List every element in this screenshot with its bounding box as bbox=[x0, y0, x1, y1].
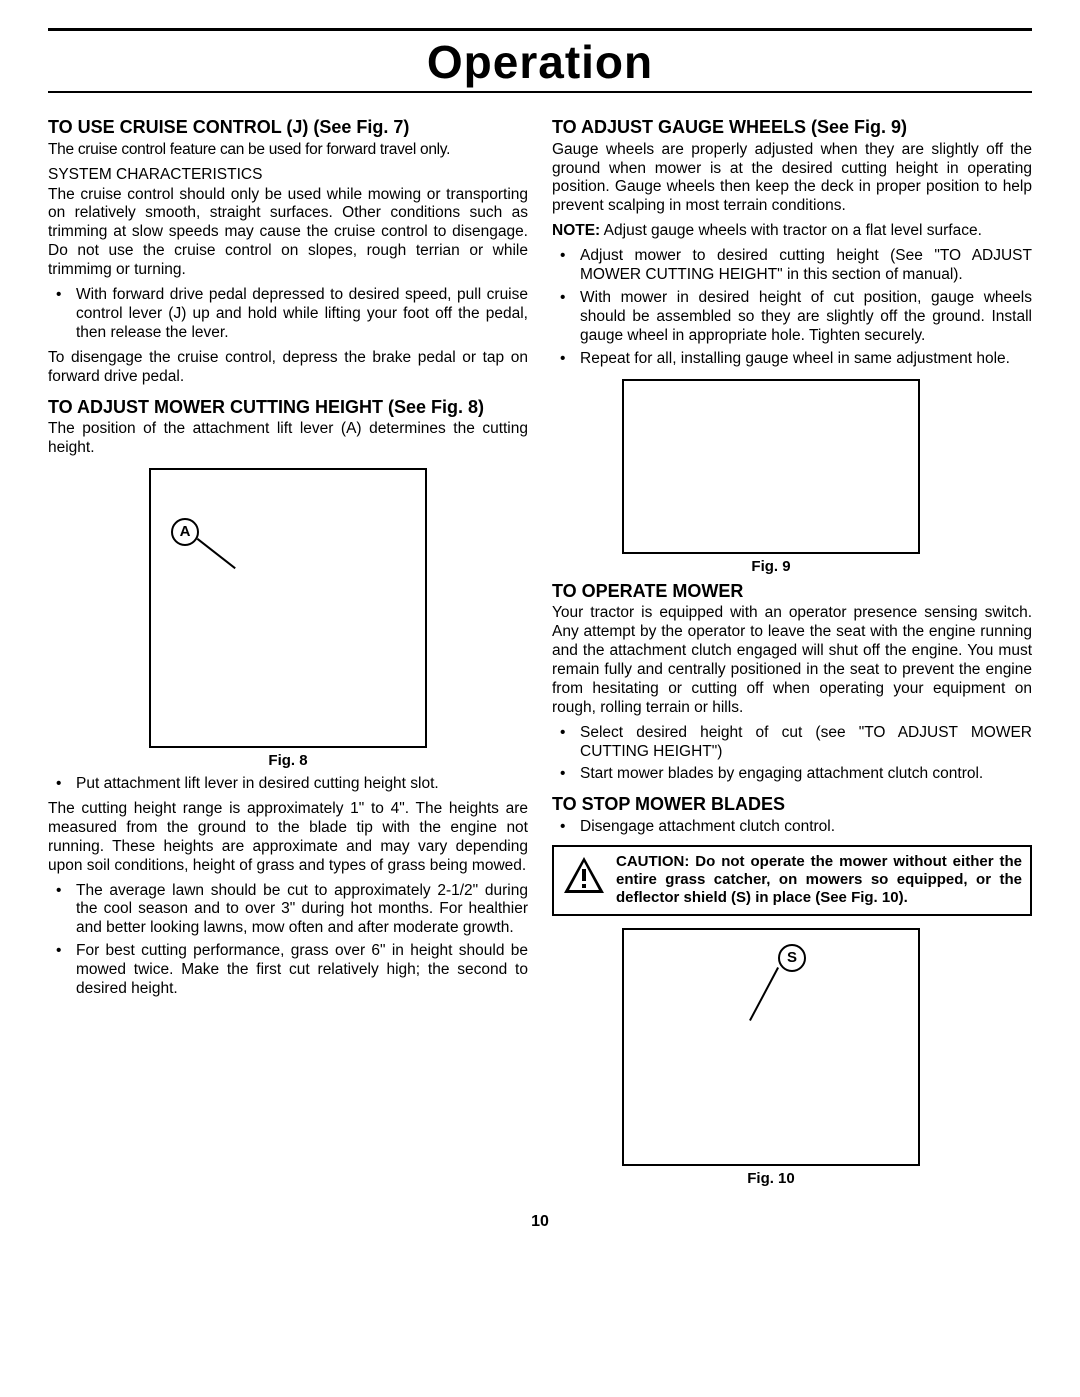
cutheight-b1: Put attachment lift lever in desired cut… bbox=[76, 775, 528, 794]
title-underline bbox=[48, 91, 1032, 93]
cruise-p2: To disengage the cruise control, depress… bbox=[48, 349, 528, 387]
gauge-heading: TO ADJUST GAUGE WHEELS (See Fig. 9) bbox=[552, 117, 1032, 139]
stop-bullets: Disengage attachment clutch control. bbox=[552, 818, 1032, 837]
fig8-callout-a: A bbox=[171, 518, 199, 546]
gauge-bullets: Adjust mower to desired cutting height (… bbox=[552, 247, 1032, 368]
fig8-callout-line bbox=[197, 538, 236, 569]
fig9-caption: Fig. 9 bbox=[622, 558, 920, 575]
page-number: 10 bbox=[48, 1213, 1032, 1231]
gauge-b3: Repeat for all, installing gauge wheel i… bbox=[580, 350, 1032, 369]
operate-heading: TO OPERATE MOWER bbox=[552, 581, 1032, 603]
fig10-caption: Fig. 10 bbox=[622, 1170, 920, 1187]
fig10-callout-line bbox=[749, 967, 779, 1021]
operate-b1: Select desired height of cut (see "TO AD… bbox=[580, 724, 1032, 762]
cruise-intro: The cruise control feature can be used f… bbox=[48, 141, 528, 160]
stop-b1: Disengage attachment clutch control. bbox=[580, 818, 1032, 837]
cutheight-p1: The position of the attachment lift leve… bbox=[48, 420, 528, 458]
cruise-bullets: With forward drive pedal depressed to de… bbox=[48, 286, 528, 343]
left-column: TO USE CRUISE CONTROL (J) (See Fig. 7) T… bbox=[48, 107, 528, 1193]
cutheight-heading: TO ADJUST MOWER CUTTING HEIGHT (See Fig.… bbox=[48, 397, 528, 419]
cruise-p1: The cruise control should only be used w… bbox=[48, 186, 528, 281]
caution-label: CAUTION: bbox=[616, 853, 689, 870]
cutheight-p2: The cutting height range is approximatel… bbox=[48, 800, 528, 876]
stop-heading: TO STOP MOWER BLADES bbox=[552, 794, 1032, 816]
gauge-note-label: NOTE: bbox=[552, 222, 600, 239]
cruise-subhead: SYSTEM CHARACTERISTICS bbox=[48, 166, 528, 184]
caution-box: CAUTION: Do not operate the mower withou… bbox=[552, 845, 1032, 916]
cruise-heading: TO USE CRUISE CONTROL (J) (See Fig. 7) bbox=[48, 117, 528, 139]
gauge-p1: Gauge wheels are properly adjusted when … bbox=[552, 141, 1032, 217]
figure-8: A bbox=[149, 468, 427, 748]
cruise-b1: With forward drive pedal depressed to de… bbox=[76, 286, 528, 343]
gauge-note-text: Adjust gauge wheels with tractor on a fl… bbox=[600, 222, 982, 239]
page-title: Operation bbox=[48, 35, 1032, 89]
cutheight-bullets-2: The average lawn should be cut to approx… bbox=[48, 882, 528, 999]
warning-icon bbox=[562, 855, 606, 895]
cutheight-b2: The average lawn should be cut to approx… bbox=[76, 882, 528, 939]
operate-p1: Your tractor is equipped with an operato… bbox=[552, 604, 1032, 717]
gauge-b1: Adjust mower to desired cutting height (… bbox=[580, 247, 1032, 285]
caution-text: CAUTION: Do not operate the mower withou… bbox=[616, 853, 1022, 908]
content-columns: TO USE CRUISE CONTROL (J) (See Fig. 7) T… bbox=[48, 107, 1032, 1193]
gauge-note: NOTE: Adjust gauge wheels with tractor o… bbox=[552, 222, 1032, 241]
cutheight-b3: For best cutting performance, grass over… bbox=[76, 942, 528, 999]
fig10-callout-s: S bbox=[778, 944, 806, 972]
operate-b2: Start mower blades by engaging attachmen… bbox=[580, 765, 1032, 784]
fig8-caption: Fig. 8 bbox=[48, 752, 528, 769]
figure-9 bbox=[622, 379, 920, 554]
gauge-b2: With mower in desired height of cut posi… bbox=[580, 289, 1032, 346]
top-rule bbox=[48, 28, 1032, 31]
right-column: TO ADJUST GAUGE WHEELS (See Fig. 9) Gaug… bbox=[552, 107, 1032, 1193]
operate-bullets: Select desired height of cut (see "TO AD… bbox=[552, 724, 1032, 785]
figure-10: S bbox=[622, 928, 920, 1166]
cutheight-bullets-1: Put attachment lift lever in desired cut… bbox=[48, 775, 528, 794]
